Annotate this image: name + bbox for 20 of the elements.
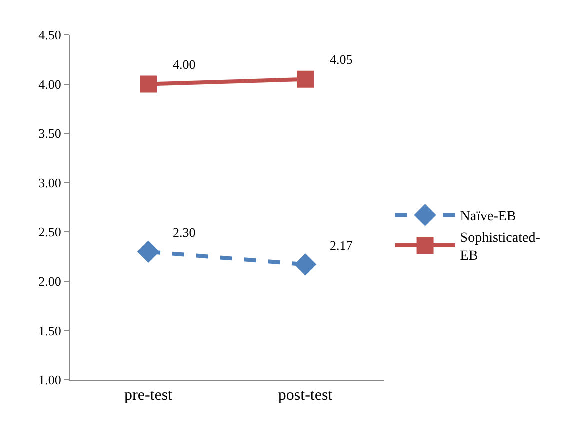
point: [297, 70, 314, 88]
data-label: 4.00: [173, 57, 196, 72]
point: [294, 254, 316, 276]
y-tick-label: 2.50: [38, 224, 62, 240]
y-tick-label: 4.50: [38, 28, 62, 43]
legend-label: Sophisticated-EB: [460, 230, 541, 264]
y-tick-label: 2.00: [38, 274, 62, 289]
y-tick-label: 3.50: [38, 126, 62, 142]
legend-label: Naïve-EB: [460, 210, 516, 225]
point: [138, 240, 160, 263]
y-tick-label: 3.00: [38, 175, 62, 190]
y-tick-label: 1.50: [38, 323, 62, 338]
point: [140, 76, 157, 93]
y-tick-label: 1.00: [38, 372, 62, 388]
x-tick-label: post-test: [278, 387, 334, 404]
data-label: 2.30: [173, 225, 196, 240]
y-tick-label: 4.00: [38, 76, 62, 92]
data-label: 4.05: [330, 52, 353, 67]
x-tick-label: pre-test: [124, 387, 174, 404]
data-label: 2.17: [330, 238, 354, 253]
